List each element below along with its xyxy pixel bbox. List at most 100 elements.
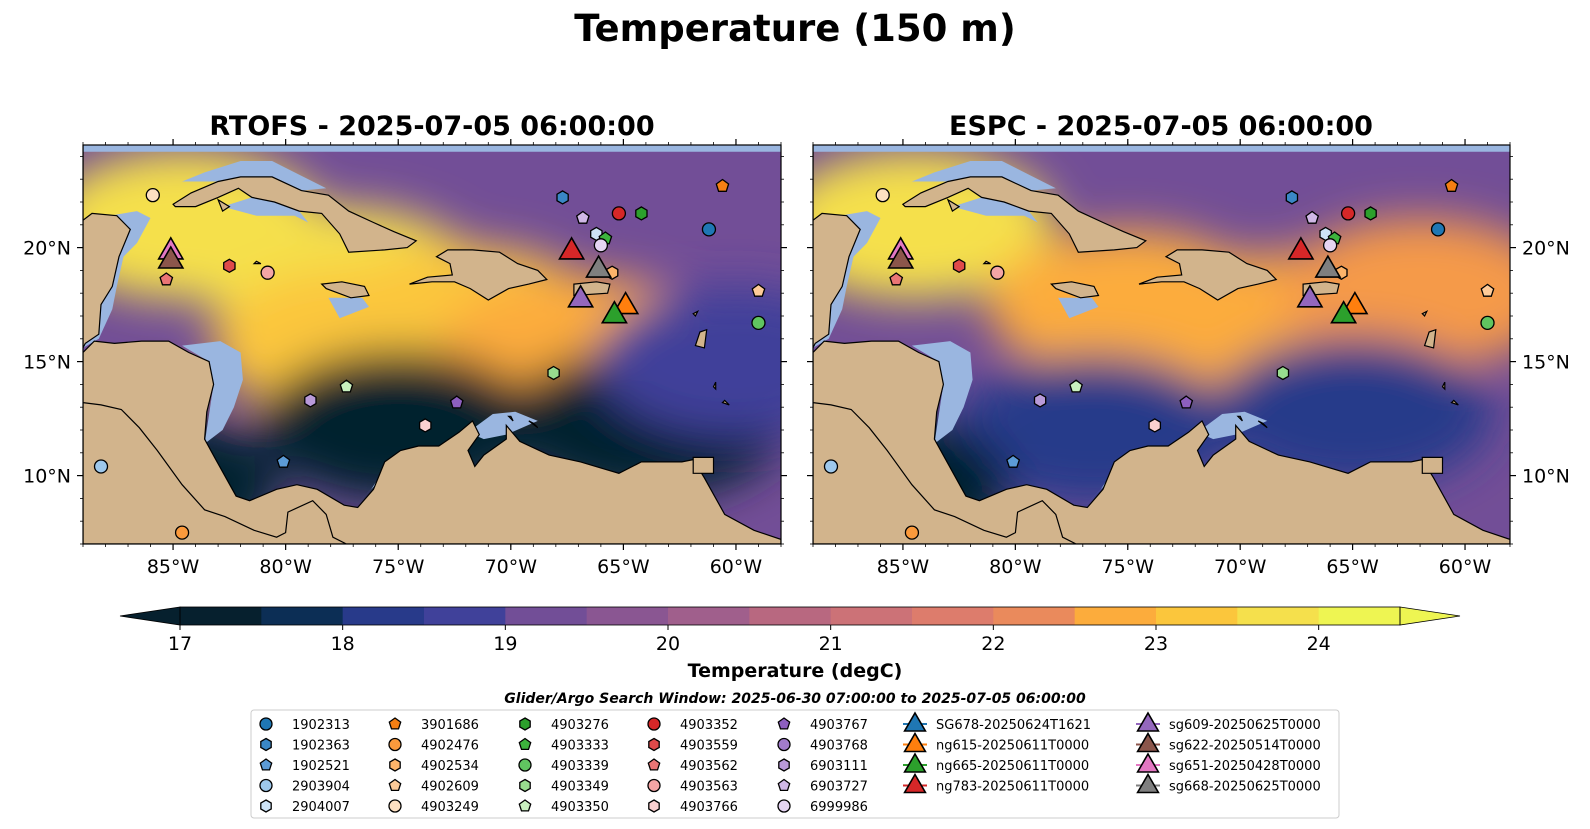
legend-marker xyxy=(388,737,402,752)
glider-sg609-20250625T0000 xyxy=(1296,284,1324,308)
landmass xyxy=(901,176,1148,253)
glider-ng783-20250611T0000 xyxy=(558,236,586,260)
glider-markers xyxy=(887,236,1369,324)
legend-marker xyxy=(647,717,661,731)
legend-marker xyxy=(260,799,272,813)
colorbar-bin xyxy=(993,607,1076,625)
glider-sg609-20250625T0000 xyxy=(567,284,595,308)
legend-marker xyxy=(777,737,791,752)
argo-float-4903249 xyxy=(875,188,890,203)
legend-entry-label: 4902609 xyxy=(421,780,479,795)
legend-entry-label: 4902534 xyxy=(421,759,479,774)
argo-float-4902476 xyxy=(904,525,920,540)
legend-marker xyxy=(388,717,402,730)
legend-marker xyxy=(648,737,660,752)
legend-marker xyxy=(903,752,927,773)
glider-ng665-20250611T0000 xyxy=(600,300,628,324)
colorbar-bin xyxy=(668,607,750,625)
shelf-water xyxy=(222,197,318,234)
legend-entry-label: ng665-20250611T0000 xyxy=(936,759,1089,774)
legend-entry-label: 4903767 xyxy=(810,718,868,733)
legend-marker xyxy=(519,778,531,793)
legend-entry-label: ng783-20250611T0000 xyxy=(936,780,1089,795)
glider-ng615-20250611T0000 xyxy=(612,291,640,315)
landmass xyxy=(172,176,418,253)
legend-entry-label: 4903559 xyxy=(680,739,738,754)
landmass xyxy=(83,340,781,544)
legend-entry-label: 4903249 xyxy=(421,800,479,815)
legend-entry-label: 4903352 xyxy=(680,718,738,733)
argo-float-4903350 xyxy=(339,379,354,393)
argo-float-4903562 xyxy=(159,272,174,286)
search-window-text: Glider/Argo Search Window: 2025-06-30 07… xyxy=(504,691,1086,707)
legend-marker xyxy=(259,717,273,731)
legend-marker xyxy=(259,778,273,793)
panel-title-rtofs: RTOFS - 2025-07-05 06:00:00 xyxy=(209,111,654,142)
argo-float-4903352 xyxy=(1340,206,1356,221)
legend-marker xyxy=(903,711,927,732)
legend-entry-label: 2904007 xyxy=(292,800,350,815)
colorbar-label: Temperature (degC) xyxy=(688,660,903,682)
argo-float-6999986 xyxy=(593,238,609,253)
argo-float-4902609 xyxy=(751,283,766,297)
argo-float-1902521 xyxy=(1006,454,1021,468)
shelf-water xyxy=(813,145,1510,152)
legend-entry-label: 4903276 xyxy=(551,718,609,733)
shelf-water xyxy=(952,197,1047,234)
y-tick-label: 10°N xyxy=(23,466,71,488)
shelf-water xyxy=(1197,411,1268,440)
argo-float-4902476 xyxy=(174,525,190,540)
argo-float-6903111 xyxy=(1033,393,1047,408)
colorbar-bin xyxy=(749,607,832,625)
map-panel-rtofs: 85°W 80°W 75°W 70°W 65°W 60°W 10°N 15°N 20°N xyxy=(23,139,787,578)
argo-float-4903350 xyxy=(1069,379,1083,393)
landmass xyxy=(813,145,861,349)
landmass xyxy=(721,399,730,406)
shelf-water xyxy=(1058,297,1099,319)
landmass xyxy=(1257,420,1268,429)
argo-float-4903766 xyxy=(1148,418,1162,433)
argo-float-4903249 xyxy=(145,188,160,203)
x-tick-label: 85°W xyxy=(877,556,930,578)
landmass xyxy=(83,145,132,349)
x-tick-label: 65°W xyxy=(597,556,650,578)
legend-entry-label: 1902363 xyxy=(292,739,350,754)
x-tick-label: 65°W xyxy=(1326,556,1379,578)
colorbar-bin xyxy=(586,607,669,625)
legend-marker xyxy=(778,758,790,772)
argo-float-6903727 xyxy=(575,210,590,224)
legend-marker xyxy=(518,737,532,751)
argo-float-4903276 xyxy=(1364,206,1377,221)
shelf-water xyxy=(182,161,327,191)
argo-float-4903339 xyxy=(1480,315,1495,330)
x-tick-label: 75°W xyxy=(372,556,425,578)
legend-marker xyxy=(648,799,660,813)
legend-entry-label: 6999986 xyxy=(810,800,868,815)
y-tick-label: 20°N xyxy=(1522,238,1570,260)
legend-entry-label: sg609-20250625T0000 xyxy=(1169,718,1321,733)
legend-entry-label: ng615-20250611T0000 xyxy=(936,739,1089,754)
landmass xyxy=(1423,328,1437,349)
glider-ng615-20250611T0000 xyxy=(1341,291,1369,315)
landmass xyxy=(982,260,991,265)
legend-entry-label: SG678-20250624T1621 xyxy=(936,718,1091,733)
argo-float-1902313 xyxy=(701,222,717,237)
legend-entry-label: 4903333 xyxy=(551,739,609,754)
colorbar-extend-min xyxy=(119,606,181,626)
landmass xyxy=(1441,381,1446,391)
legend-entry-label: sg668-20250625T0000 xyxy=(1169,780,1321,795)
argo-float-4903276 xyxy=(635,206,648,221)
colorbar-bin xyxy=(912,607,994,625)
landmass xyxy=(1236,415,1243,422)
colorbar-bin xyxy=(261,607,344,625)
landmass xyxy=(1421,310,1429,318)
shelf-water xyxy=(468,411,538,440)
argo-float-4903559 xyxy=(223,258,236,274)
argo-float-4903563 xyxy=(260,265,275,280)
panel-title-espc: ESPC - 2025-07-05 06:00:00 xyxy=(949,111,1373,142)
argo-float-4903352 xyxy=(611,206,627,221)
legend-marker xyxy=(1136,711,1160,732)
legend-entry-label: 4903563 xyxy=(680,780,738,795)
map-area xyxy=(813,145,1510,544)
y-tick-label: 20°N xyxy=(23,238,71,260)
